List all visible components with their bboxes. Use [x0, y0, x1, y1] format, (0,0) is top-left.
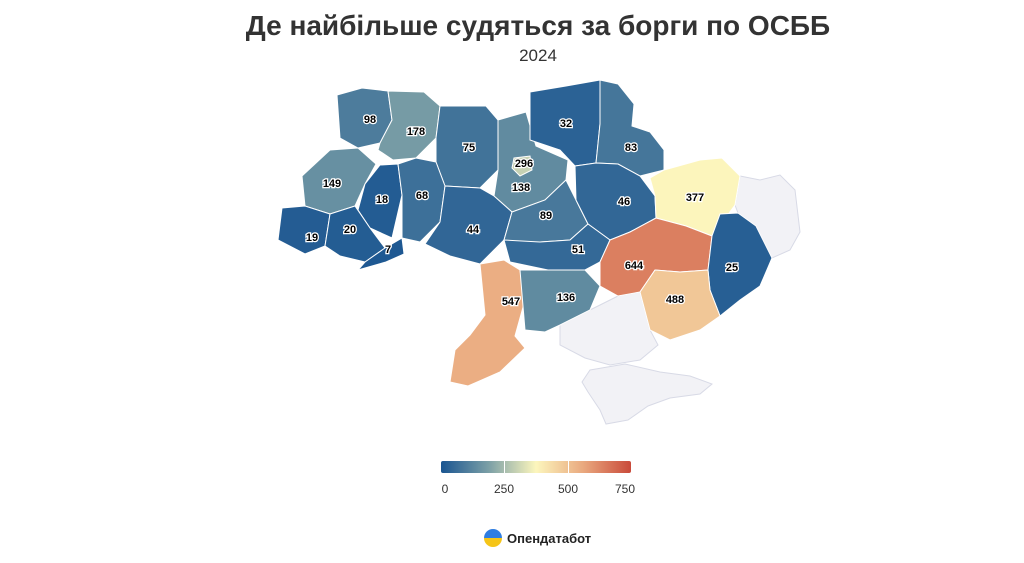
region-value-lviv: 149 — [323, 178, 341, 190]
region-value-ivano-frankivsk: 20 — [344, 224, 356, 236]
region-value-kirovohrad: 51 — [572, 244, 584, 256]
region-crimea-no-data — [581, 363, 713, 425]
region-value-chernivtsi: 7 — [385, 244, 391, 256]
region-value-mykolaiv: 136 — [557, 292, 575, 304]
region-value-ternopil: 18 — [376, 194, 388, 206]
opendatabot-logo-icon — [484, 529, 502, 547]
region-value-zaporizhzhia: 488 — [666, 294, 684, 306]
region-value-odesa: 547 — [502, 296, 520, 308]
legend-tick-mark — [504, 461, 505, 473]
legend-tick-label: 250 — [493, 482, 515, 496]
region-odesa[interactable] — [449, 259, 526, 387]
color-scale-legend — [441, 461, 631, 473]
region-vinnytsia[interactable] — [424, 185, 513, 265]
region-value-kyiv-city: 296 — [515, 158, 533, 170]
region-value-cherkasy: 89 — [540, 210, 552, 222]
region-value-sumy: 83 — [625, 142, 637, 154]
legend-tick-label: 500 — [557, 482, 579, 496]
region-value-kyiv-oblast: 138 — [512, 182, 530, 194]
region-value-rivne: 178 — [407, 126, 425, 138]
region-zakarpattia[interactable] — [277, 205, 331, 255]
region-value-poltava: 46 — [618, 196, 630, 208]
region-zaporizhzhia[interactable] — [639, 269, 721, 341]
region-luhansk-no-data — [734, 174, 801, 259]
region-value-volyn: 98 — [364, 114, 376, 126]
region-mykolaiv[interactable] — [519, 269, 601, 333]
region-value-donetsk: 25 — [726, 262, 738, 274]
region-value-vinnytsia: 44 — [467, 224, 480, 236]
legend-tick-label: 750 — [614, 482, 636, 496]
region-kharkiv[interactable] — [649, 157, 741, 237]
region-value-chernihiv: 32 — [560, 118, 572, 130]
region-rivne[interactable] — [377, 90, 441, 161]
brand-name: Опендатабот — [507, 530, 592, 546]
map-title: Де найбільше судяться за борги по ОСББ — [245, 10, 831, 41]
map-subtitle: 2024 — [519, 46, 557, 65]
region-value-dnipro: 644 — [625, 260, 644, 272]
region-value-khmelnytskyi: 68 — [416, 190, 428, 202]
region-chernivtsi[interactable] — [356, 237, 405, 271]
legend-tick-label: 0 — [441, 482, 449, 496]
region-sumy[interactable] — [595, 79, 665, 177]
region-kherson-no-data — [559, 291, 659, 366]
legend-tick-mark — [568, 461, 569, 473]
region-value-zakarpattia: 19 — [306, 232, 318, 244]
region-value-zhytomyr: 75 — [463, 142, 475, 154]
brand-footer: Опендатабот — [484, 527, 591, 549]
region-kyiv-city[interactable] — [511, 155, 533, 177]
region-value-kharkiv: 377 — [686, 192, 704, 204]
